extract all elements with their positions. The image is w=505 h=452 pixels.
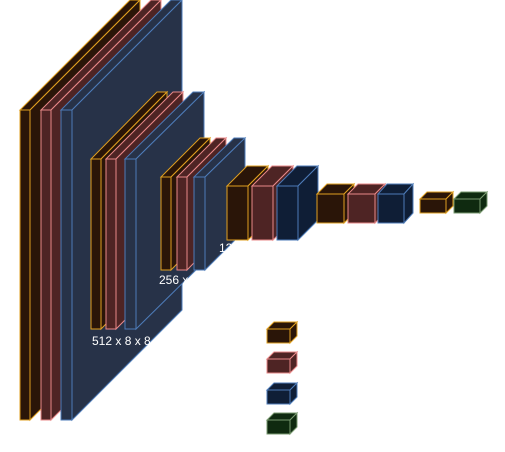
legend [265, 320, 299, 436]
block-navy [376, 182, 415, 225]
layer-label-256: 256 x [159, 273, 188, 287]
layer-group-3 [159, 136, 247, 272]
block-green [452, 190, 489, 215]
layer-label-12: 12 [219, 241, 233, 255]
legend-swatch-navy [265, 381, 299, 406]
legend-swatch-red [265, 350, 299, 375]
block-brown [418, 190, 455, 215]
legend-swatch-brown [265, 320, 299, 345]
layer-group-5 [315, 182, 415, 225]
block-navy [275, 164, 320, 242]
layer-label-512: 512 x 8 x 8 [92, 334, 151, 348]
layer-group-6 [418, 190, 489, 215]
layer-group-4 [225, 164, 320, 242]
legend-swatch-green [265, 411, 299, 436]
